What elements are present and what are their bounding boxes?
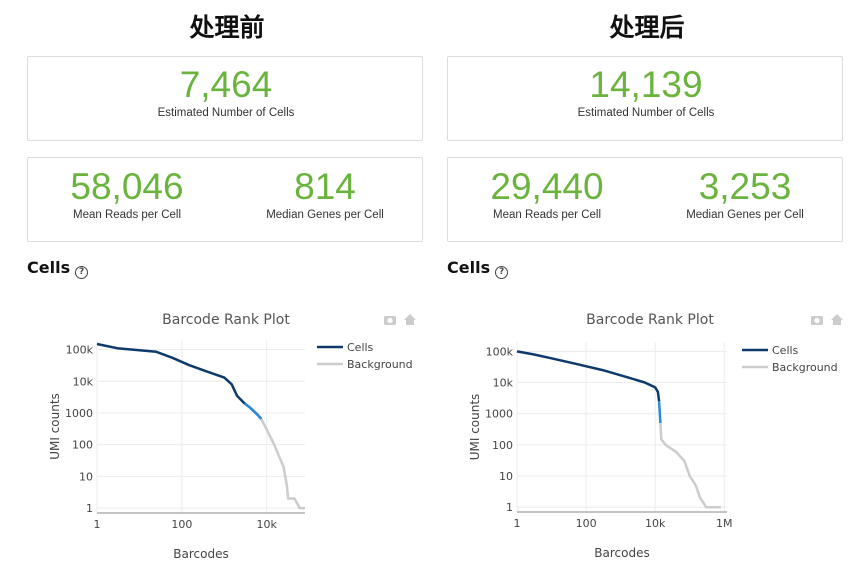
- x-tick-label: 10k: [257, 518, 278, 531]
- legend-label: Background: [347, 358, 413, 371]
- median-genes-label: Median Genes per Cell: [686, 209, 804, 221]
- y-tick-label: 100k: [66, 344, 94, 357]
- mean-reads-value: 58,046: [70, 166, 184, 207]
- cells-section-title: Cells?: [447, 258, 509, 279]
- legend-label: Cells: [347, 341, 374, 354]
- camera-icon: [384, 316, 396, 325]
- help-icon[interactable]: ?: [495, 266, 509, 279]
- median-genes-metric: 814 Median Genes per Cell: [226, 166, 424, 222]
- barcode-rank-plot: Barcode Rank Plot 1 100 10k 1 10 100 1000 10k 100…: [48, 312, 416, 561]
- legend-label: Cells: [772, 344, 799, 357]
- estimated-cells-value: 14,139: [589, 64, 703, 105]
- chart-title: Barcode Rank Plot: [162, 312, 290, 328]
- estimated-cells-metric: 7,464 Estimated Number of Cells: [28, 64, 424, 120]
- estimated-cells-card: 14,139 Estimated Number of Cells: [447, 56, 843, 141]
- panel-heading: 处理后: [609, 13, 685, 42]
- x-tick-label: 10k: [645, 517, 666, 530]
- mean-reads-label: Mean Reads per Cell: [72, 209, 182, 221]
- home-icon-shape: [404, 314, 416, 325]
- y-tick-label: 100k: [486, 345, 514, 358]
- cells-title-text: Cells: [447, 258, 491, 277]
- y-tick-label: 10k: [73, 375, 94, 388]
- mean-reads-metric: 58,046 Mean Reads per Cell: [28, 166, 226, 222]
- y-tick-label: 1000: [485, 408, 513, 421]
- median-genes-value: 814: [294, 166, 356, 207]
- mean-reads-label: Mean Reads per Cell: [492, 209, 602, 221]
- x-tick-label: 1M: [716, 517, 733, 530]
- reads-genes-card: 58,046 Mean Reads per Cell 814 Median Ge…: [27, 157, 423, 242]
- cells-title-text: Cells: [27, 258, 71, 277]
- series-line-cells: [657, 401, 662, 424]
- median-genes-label: Median Genes per Cell: [266, 209, 384, 221]
- y-tick-label: 1: [86, 502, 93, 515]
- series-line-background: [659, 423, 721, 509]
- estimated-cells-value: 7,464: [179, 64, 273, 105]
- camera-icon-lens: [814, 317, 820, 324]
- series-line-background: [260, 418, 305, 510]
- panel-after: 处理后 14,139 Estimated Number of Cells 29,…: [447, 0, 847, 576]
- legend-label: Background: [772, 361, 838, 374]
- reads-genes-card: 29,440 Mean Reads per Cell 3,253 Median …: [447, 157, 843, 242]
- median-genes-value: 3,253: [698, 166, 792, 207]
- y-tick-label: 100: [72, 439, 93, 452]
- x-tick-label: 100: [576, 517, 597, 530]
- camera-icon: [811, 316, 823, 325]
- mean-reads-value: 29,440: [490, 166, 604, 207]
- y-axis-label: UMI counts: [48, 393, 62, 460]
- camera-icon-lens: [387, 317, 393, 324]
- y-tick-label: 10: [499, 470, 513, 483]
- estimated-cells-metric: 14,139 Estimated Number of Cells: [448, 64, 844, 120]
- x-tick-label: 1: [94, 518, 101, 531]
- x-axis-label: Barcodes: [594, 546, 649, 560]
- estimated-cells-label: Estimated Number of Cells: [577, 107, 715, 119]
- y-tick-label: 1: [506, 501, 513, 514]
- y-axis-label: UMI counts: [468, 394, 482, 461]
- barcode-rank-plot: Barcode Rank Plot 1 100 10k 1M 1 10 100 1000 10k 1…: [468, 312, 843, 560]
- series-line-cells: [243, 402, 263, 420]
- estimated-cells-label: Estimated Number of Cells: [157, 107, 295, 119]
- home-icon: [404, 314, 416, 325]
- estimated-cells-card: 7,464 Estimated Number of Cells: [27, 56, 423, 141]
- y-tick-label: 100: [492, 439, 513, 452]
- home-icon: [831, 314, 843, 325]
- series-line-cells: [516, 350, 661, 402]
- median-genes-metric: 3,253 Median Genes per Cell: [646, 166, 844, 222]
- x-axis-label: Barcodes: [173, 547, 228, 561]
- y-tick-label: 10k: [493, 377, 514, 390]
- panel-before: 处理前 7,464 Estimated Number of Cells 58,0…: [27, 0, 427, 576]
- x-tick-label: 1: [514, 517, 521, 530]
- chart-title: Barcode Rank Plot: [586, 312, 714, 328]
- help-icon[interactable]: ?: [75, 266, 89, 279]
- mean-reads-metric: 29,440 Mean Reads per Cell: [448, 166, 646, 222]
- cells-section-title: Cells?: [27, 258, 89, 279]
- y-tick-label: 1000: [65, 407, 93, 420]
- x-tick-label: 100: [171, 518, 192, 531]
- home-icon-shape: [831, 314, 843, 325]
- y-tick-label: 10: [79, 470, 93, 483]
- panel-heading: 处理前: [189, 13, 265, 42]
